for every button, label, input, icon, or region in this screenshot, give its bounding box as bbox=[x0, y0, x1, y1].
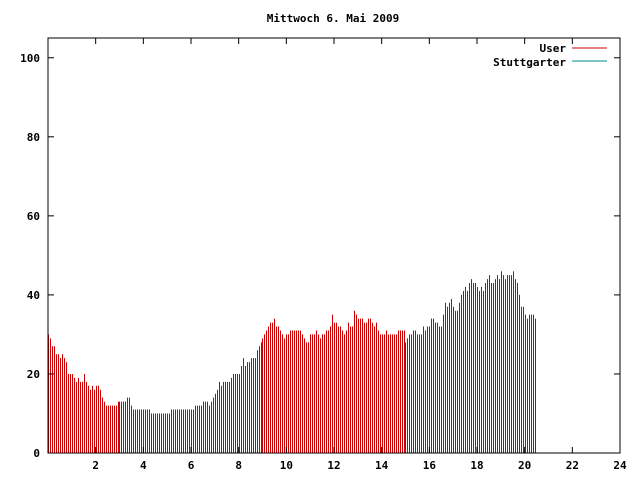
legend-label-stuttgarter: Stuttgarter bbox=[493, 56, 566, 69]
x-tick-label: 12 bbox=[327, 459, 340, 472]
y-axis: 0 20 40 60 80 100 bbox=[20, 52, 620, 460]
x-tick-label: 4 bbox=[140, 459, 147, 472]
bars-layer bbox=[48, 271, 536, 453]
x-tick-label: 16 bbox=[423, 459, 437, 472]
x-tick-label: 22 bbox=[566, 459, 579, 472]
chart-title: Mittwoch 6. Mai 2009 bbox=[267, 12, 399, 25]
x-tick-label: 2 bbox=[92, 459, 99, 472]
x-tick-label: 8 bbox=[235, 459, 242, 472]
y-tick-label: 0 bbox=[33, 447, 40, 460]
y-tick-label: 100 bbox=[20, 52, 40, 65]
y-tick-label: 40 bbox=[27, 289, 40, 302]
x-axis: 2 4 6 8 10 12 14 16 18 20 22 24 bbox=[92, 38, 627, 472]
y-tick-label: 20 bbox=[27, 368, 40, 381]
x-tick-label: 10 bbox=[280, 459, 293, 472]
x-tick-label: 14 bbox=[375, 459, 389, 472]
x-tick-label: 18 bbox=[470, 459, 483, 472]
x-tick-label: 6 bbox=[188, 459, 195, 472]
x-tick-label: 24 bbox=[613, 459, 627, 472]
legend: User Stuttgarter bbox=[493, 42, 607, 69]
x-tick-label: 20 bbox=[518, 459, 531, 472]
y-tick-label: 80 bbox=[27, 131, 40, 144]
y-tick-label: 60 bbox=[27, 210, 40, 223]
legend-label-user: User bbox=[540, 42, 567, 55]
